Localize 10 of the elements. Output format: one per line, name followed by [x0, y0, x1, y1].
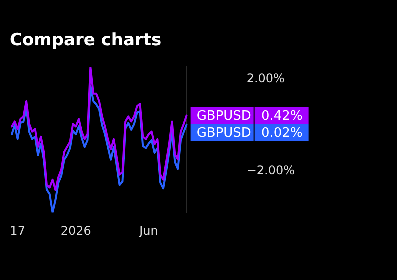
legend-label: GBPUSD: [196, 126, 252, 142]
x-tick-label: 17: [10, 224, 26, 238]
chart-title: Compare charts: [10, 30, 162, 50]
text: 0.42%: [262, 109, 303, 124]
legend-label: GBPUSD: [196, 109, 252, 124]
y-tick-label: 2.00%: [246, 72, 285, 86]
x-tick-label: Jun: [138, 224, 158, 238]
x-tick-label: 2026: [60, 224, 92, 238]
text: 0.02%: [262, 126, 303, 142]
y-tick-label: −2.00%: [246, 164, 296, 178]
